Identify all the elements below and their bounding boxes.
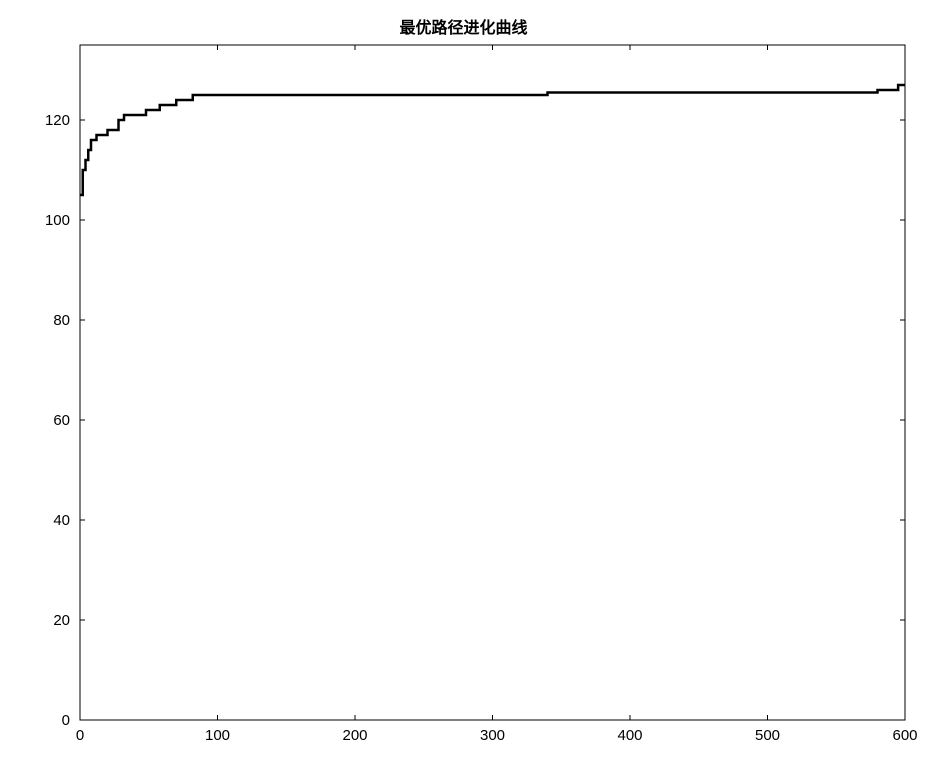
chart-svg: 0 100 200 300 400 500 600 0 20 40 60 80 100 120 <box>0 0 927 760</box>
series-line <box>80 85 905 195</box>
x-tick-label: 200 <box>342 727 367 744</box>
y-tick-label: 20 <box>53 612 70 629</box>
x-tick-label: 500 <box>755 727 780 744</box>
x-tick-label: 300 <box>480 727 505 744</box>
plot-border <box>80 45 905 720</box>
y-tick-label: 100 <box>45 212 70 229</box>
x-tick-label: 600 <box>892 727 917 744</box>
x-tick-label: 100 <box>205 727 230 744</box>
y-tick-label: 0 <box>62 712 70 729</box>
x-tick-label: 0 <box>76 727 84 744</box>
y-tick-label: 40 <box>53 512 70 529</box>
x-tick-label: 400 <box>617 727 642 744</box>
y-tick-label: 60 <box>53 412 70 429</box>
chart-container: 最优路径进化曲线 0100200300400500600020406080100… <box>0 0 927 760</box>
y-tick-label: 80 <box>53 312 70 329</box>
y-tick-label: 120 <box>45 112 70 129</box>
